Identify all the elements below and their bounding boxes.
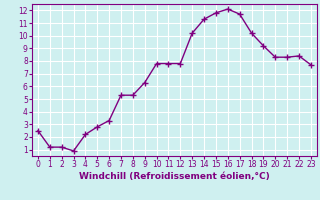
X-axis label: Windchill (Refroidissement éolien,°C): Windchill (Refroidissement éolien,°C): [79, 172, 270, 181]
